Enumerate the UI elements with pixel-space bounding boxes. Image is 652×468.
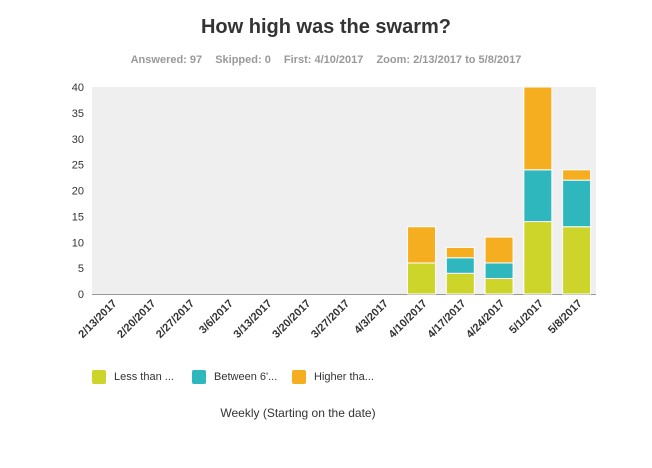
- bar-segment: [523, 221, 553, 295]
- bar-segment: [523, 86, 553, 171]
- x-tick-label: 4/10/2017: [387, 298, 430, 341]
- bar-segment: [484, 262, 514, 279]
- y-tick-label: 40: [72, 82, 84, 94]
- y-tick-label: 25: [72, 160, 84, 172]
- x-tick-label: 3/20/2017: [270, 298, 313, 341]
- bar-segment: [445, 246, 475, 259]
- legend-swatch: [92, 370, 106, 384]
- legend-label: Less than ...: [114, 371, 174, 383]
- bar-segment: [484, 277, 514, 295]
- y-tick-label: 20: [72, 186, 84, 198]
- legend-swatch: [292, 370, 306, 384]
- x-tick-label: 4/24/2017: [464, 298, 507, 341]
- summary-stats: Answered: 97 Skipped: 0 First: 4/10/2017…: [0, 54, 652, 66]
- bar-segment: [523, 169, 553, 223]
- x-tick-label: 4/3/2017: [352, 298, 391, 337]
- y-tick-label: 15: [72, 211, 84, 223]
- bar-segment: [484, 236, 514, 264]
- x-tick-label: 3/27/2017: [309, 298, 352, 341]
- skipped-count: Skipped: 0: [215, 54, 271, 66]
- y-tick-label: 10: [72, 237, 84, 249]
- x-tick-label: 4/17/2017: [425, 298, 468, 341]
- answered-count: Answered: 97: [130, 54, 203, 66]
- legend-item-less-than[interactable]: Less than ...: [92, 370, 192, 384]
- legend: Less than ... Between 6'... Higher tha..…: [92, 370, 392, 384]
- bar-segment: [407, 262, 437, 295]
- y-tick-label: 30: [72, 134, 84, 146]
- legend-item-higher-than[interactable]: Higher tha...: [292, 370, 392, 384]
- bar-segment: [445, 257, 475, 274]
- x-tick-label: 5/8/2017: [546, 298, 585, 337]
- legend-label: Between 6'...: [214, 371, 278, 383]
- bar-segment: [562, 179, 592, 228]
- x-tick-label: 2/20/2017: [115, 298, 158, 341]
- zoom-range: Zoom: 2/13/2017 to 5/8/2017: [376, 54, 522, 66]
- chart-title: How high was the swarm?: [200, 16, 452, 38]
- x-tick-label: 2/13/2017: [76, 298, 119, 341]
- x-tick-label: 3/6/2017: [197, 298, 236, 337]
- legend-item-between[interactable]: Between 6'...: [192, 370, 292, 384]
- plot-background: [92, 87, 596, 294]
- bar-segment: [407, 226, 437, 264]
- bar-segment: [562, 169, 592, 181]
- x-axis-label: Weekly (Starting on the date): [220, 406, 376, 420]
- legend-label: Higher tha...: [314, 371, 374, 383]
- y-tick-label: 0: [78, 289, 84, 301]
- bar-segment: [562, 226, 592, 295]
- first-date: First: 4/10/2017: [283, 54, 364, 66]
- legend-swatch: [192, 370, 206, 384]
- y-tick-label: 5: [78, 263, 84, 275]
- y-tick-label: 35: [72, 108, 84, 120]
- x-tick-label: 2/27/2017: [154, 298, 197, 341]
- bar-segment: [445, 272, 475, 295]
- x-tick-label: 3/13/2017: [231, 298, 274, 341]
- x-tick-label: 5/1/2017: [507, 298, 546, 337]
